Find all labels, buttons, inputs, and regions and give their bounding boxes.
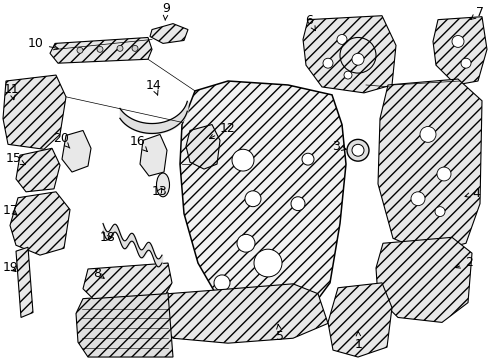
Polygon shape bbox=[16, 148, 60, 192]
Circle shape bbox=[132, 45, 138, 51]
Polygon shape bbox=[160, 284, 327, 343]
Circle shape bbox=[336, 35, 346, 44]
Circle shape bbox=[290, 197, 305, 211]
Circle shape bbox=[351, 144, 363, 156]
Text: 5: 5 bbox=[275, 324, 284, 343]
Text: 10: 10 bbox=[28, 37, 58, 50]
Text: 4: 4 bbox=[464, 187, 479, 200]
Polygon shape bbox=[16, 247, 33, 318]
Circle shape bbox=[244, 191, 261, 207]
Text: 7: 7 bbox=[470, 6, 483, 19]
Text: 2: 2 bbox=[455, 256, 472, 269]
Circle shape bbox=[77, 48, 83, 53]
Text: 3: 3 bbox=[331, 140, 346, 153]
Polygon shape bbox=[185, 125, 220, 169]
Circle shape bbox=[97, 46, 103, 52]
Polygon shape bbox=[83, 263, 172, 299]
Circle shape bbox=[346, 139, 368, 161]
Circle shape bbox=[351, 53, 363, 65]
Polygon shape bbox=[50, 37, 152, 63]
Circle shape bbox=[302, 153, 313, 165]
Polygon shape bbox=[180, 81, 346, 323]
Text: 11: 11 bbox=[4, 83, 20, 100]
Text: 8: 8 bbox=[93, 267, 104, 280]
Text: 13: 13 bbox=[152, 185, 167, 198]
Polygon shape bbox=[3, 75, 66, 149]
Circle shape bbox=[323, 58, 332, 68]
Text: 6: 6 bbox=[305, 14, 315, 31]
Text: 9: 9 bbox=[162, 2, 169, 21]
Polygon shape bbox=[377, 79, 481, 253]
Circle shape bbox=[451, 36, 463, 48]
Text: 16: 16 bbox=[130, 135, 147, 152]
Text: 15: 15 bbox=[6, 152, 25, 165]
Text: 14: 14 bbox=[146, 79, 162, 95]
Circle shape bbox=[419, 126, 435, 142]
Text: 19: 19 bbox=[3, 261, 19, 274]
Text: 12: 12 bbox=[209, 122, 235, 139]
Polygon shape bbox=[62, 130, 91, 172]
Text: 18: 18 bbox=[100, 231, 116, 244]
Ellipse shape bbox=[156, 173, 169, 197]
Polygon shape bbox=[10, 192, 70, 255]
Circle shape bbox=[343, 71, 351, 79]
Circle shape bbox=[436, 167, 450, 181]
Circle shape bbox=[237, 234, 254, 252]
Circle shape bbox=[253, 249, 282, 277]
Circle shape bbox=[410, 192, 424, 206]
Circle shape bbox=[117, 45, 123, 51]
Circle shape bbox=[460, 58, 470, 68]
Circle shape bbox=[214, 275, 229, 291]
Polygon shape bbox=[140, 134, 167, 176]
Polygon shape bbox=[327, 283, 391, 357]
Polygon shape bbox=[76, 293, 173, 357]
Polygon shape bbox=[432, 17, 486, 85]
Text: 20: 20 bbox=[53, 132, 70, 148]
Polygon shape bbox=[303, 16, 395, 93]
Circle shape bbox=[231, 149, 253, 171]
Circle shape bbox=[434, 207, 444, 217]
Text: 1: 1 bbox=[354, 332, 362, 351]
Text: 17: 17 bbox=[3, 203, 19, 217]
Polygon shape bbox=[375, 237, 471, 323]
Polygon shape bbox=[150, 24, 187, 44]
Circle shape bbox=[230, 296, 244, 310]
